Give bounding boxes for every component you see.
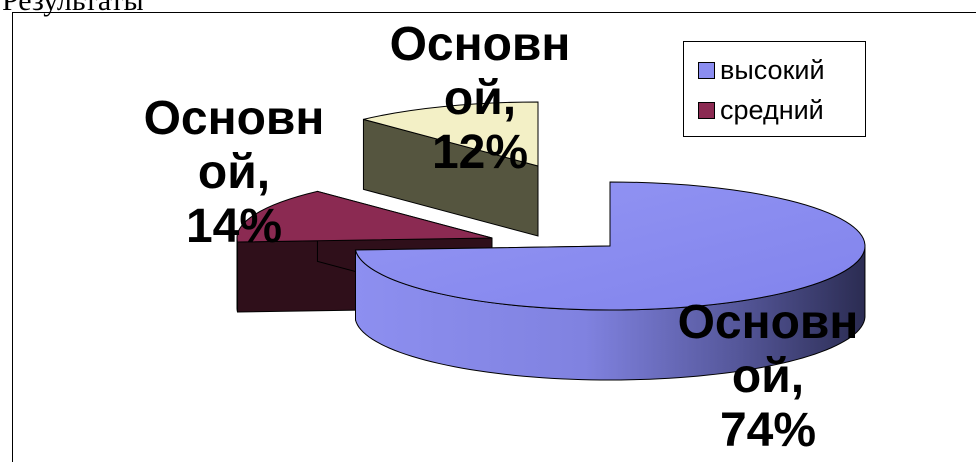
slice-label-14: Основн ой, 14% <box>143 92 325 253</box>
slice-top <box>236 190 493 243</box>
slice-label-74: Основн ой, 74% <box>677 296 859 457</box>
slice-label-12: Основн ой, 12% <box>389 18 571 179</box>
slice-top <box>363 101 539 167</box>
pie-slice-12 <box>362 101 539 237</box>
legend-label: средний <box>720 94 824 125</box>
legend-label: высокий <box>720 54 825 85</box>
legend-item-vysokiy: высокий <box>698 55 825 85</box>
chart-area-frame <box>12 12 976 462</box>
pie-chart-3d <box>236 101 866 381</box>
legend-swatch-vysokiy <box>698 61 715 79</box>
cut-off-heading-text: Результаты <box>2 0 144 17</box>
legend-swatch-sredniy <box>698 101 715 119</box>
chart-legend: высокий средний <box>683 41 866 137</box>
legend-item-sredniy: средний <box>698 95 824 125</box>
slice-top <box>354 181 866 311</box>
pie-slice-74 <box>354 181 866 381</box>
